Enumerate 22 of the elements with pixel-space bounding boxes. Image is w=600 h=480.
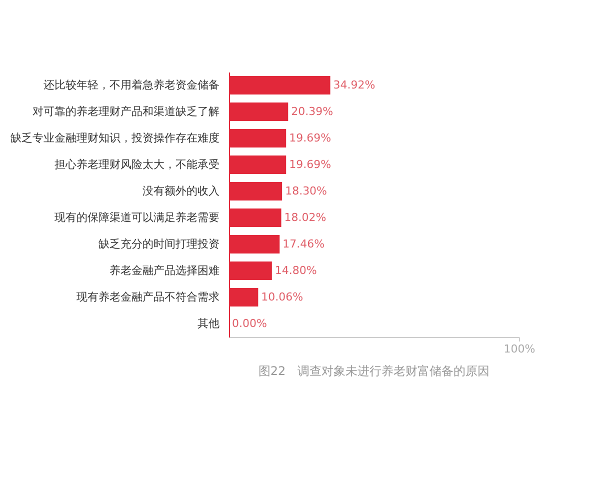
y-tick-label: 缺乏专业金融理财知识，投资操作存在难度	[10, 131, 220, 144]
x-tick-label: 100%	[504, 342, 536, 356]
y-tick-label: 还比较年轻，不用着急养老资金储备	[44, 78, 220, 92]
data-label: 18.30%	[285, 184, 328, 198]
data-label: 0.00%	[232, 316, 267, 330]
caption: 图22 调查对象未进行养老财富储备的原因	[258, 364, 490, 378]
y-tick-label: 缺乏充分的时间打理投资	[98, 237, 220, 250]
data-label: 20.39%	[291, 104, 334, 118]
y-tick-label: 其他	[198, 316, 220, 330]
data-label: 10.06%	[261, 290, 304, 304]
y-tick-label: 对可靠的养老理财产品和渠道缺乏了解	[32, 104, 220, 118]
data-label: 14.80%	[274, 264, 317, 277]
data-label: 17.46%	[282, 237, 325, 250]
data-label: 34.92%	[333, 78, 376, 92]
y-tick-label: 现有的保障渠道可以满足养老需要	[54, 210, 220, 224]
y-tick-label: 现有养老金融产品不符合需求	[76, 290, 220, 304]
data-label: 19.69%	[289, 158, 332, 171]
y-tick-label: 担心养老理财风险太大，不能承受	[54, 158, 220, 171]
y-tick-label: 养老金融产品选择困难	[110, 264, 220, 277]
data-label: 19.69%	[289, 131, 332, 144]
y-tick-label: 没有额外的收入	[142, 184, 220, 198]
data-label: 18.02%	[284, 210, 326, 224]
